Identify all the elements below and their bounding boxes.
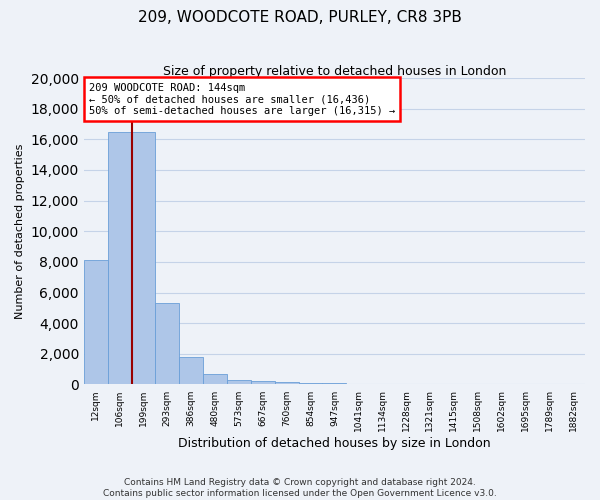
Text: 209 WOODCOTE ROAD: 144sqm
← 50% of detached houses are smaller (16,436)
50% of s: 209 WOODCOTE ROAD: 144sqm ← 50% of detac… <box>89 82 395 116</box>
Bar <box>107 132 131 384</box>
Bar <box>155 303 179 384</box>
Bar <box>299 383 322 384</box>
Bar <box>131 132 155 384</box>
Bar <box>179 357 203 384</box>
Text: Contains HM Land Registry data © Crown copyright and database right 2024.
Contai: Contains HM Land Registry data © Crown c… <box>103 478 497 498</box>
Title: Size of property relative to detached houses in London: Size of property relative to detached ho… <box>163 65 506 78</box>
Bar <box>203 374 227 384</box>
Bar <box>322 383 346 384</box>
Text: 209, WOODCOTE ROAD, PURLEY, CR8 3PB: 209, WOODCOTE ROAD, PURLEY, CR8 3PB <box>138 10 462 25</box>
Bar <box>227 380 251 384</box>
Y-axis label: Number of detached properties: Number of detached properties <box>15 144 25 319</box>
Bar <box>251 382 275 384</box>
X-axis label: Distribution of detached houses by size in London: Distribution of detached houses by size … <box>178 437 491 450</box>
Bar <box>275 382 299 384</box>
Bar <box>84 260 107 384</box>
